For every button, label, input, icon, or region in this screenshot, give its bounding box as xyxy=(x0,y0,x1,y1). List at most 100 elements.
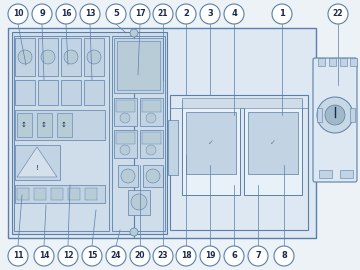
Bar xyxy=(114,38,163,93)
Text: 10: 10 xyxy=(13,9,23,19)
Text: 18: 18 xyxy=(181,251,191,261)
Circle shape xyxy=(176,4,196,24)
Text: 20: 20 xyxy=(135,251,145,261)
Text: ↕: ↕ xyxy=(41,122,47,128)
Text: 12: 12 xyxy=(63,251,73,261)
Circle shape xyxy=(58,246,78,266)
Circle shape xyxy=(56,4,76,24)
Circle shape xyxy=(200,246,220,266)
Bar xyxy=(51,188,63,200)
Circle shape xyxy=(8,4,28,24)
Circle shape xyxy=(130,29,138,37)
Bar xyxy=(61,38,81,76)
Bar xyxy=(170,95,308,230)
Text: 23: 23 xyxy=(158,251,168,261)
Text: 2: 2 xyxy=(183,9,189,19)
Bar xyxy=(12,32,167,234)
Text: 13: 13 xyxy=(85,9,95,19)
Text: 15: 15 xyxy=(87,251,97,261)
Text: 19: 19 xyxy=(205,251,215,261)
Bar xyxy=(186,112,236,174)
Bar xyxy=(114,98,137,126)
Bar xyxy=(84,38,104,76)
Bar xyxy=(340,58,347,66)
Bar xyxy=(329,58,336,66)
Text: 3: 3 xyxy=(207,9,213,19)
Bar xyxy=(117,41,160,90)
Circle shape xyxy=(328,4,348,24)
Circle shape xyxy=(87,50,101,64)
Bar xyxy=(140,98,163,126)
Circle shape xyxy=(32,4,52,24)
Bar xyxy=(142,132,161,144)
Text: 22: 22 xyxy=(333,9,343,19)
Bar xyxy=(350,58,357,66)
Bar xyxy=(350,108,355,122)
Circle shape xyxy=(131,194,147,210)
Text: 5: 5 xyxy=(113,9,119,19)
Circle shape xyxy=(41,50,55,64)
Text: ✓: ✓ xyxy=(208,140,214,146)
Bar xyxy=(15,185,105,203)
Circle shape xyxy=(200,4,220,24)
Circle shape xyxy=(80,4,100,24)
Bar xyxy=(340,170,353,178)
FancyBboxPatch shape xyxy=(313,58,357,182)
Bar xyxy=(317,108,322,122)
Text: ✓: ✓ xyxy=(270,140,276,146)
Bar xyxy=(38,80,58,105)
Text: 14: 14 xyxy=(39,251,49,261)
Bar xyxy=(182,100,240,195)
Circle shape xyxy=(64,50,78,64)
Text: 1: 1 xyxy=(279,9,285,19)
Circle shape xyxy=(325,105,345,125)
Circle shape xyxy=(8,246,28,266)
Circle shape xyxy=(82,246,102,266)
Bar xyxy=(116,132,135,144)
Circle shape xyxy=(130,228,138,236)
Bar xyxy=(15,38,35,76)
Text: 16: 16 xyxy=(61,9,71,19)
Bar xyxy=(140,130,163,158)
Circle shape xyxy=(34,246,54,266)
Text: 24: 24 xyxy=(111,251,121,261)
Bar xyxy=(248,112,298,174)
Bar xyxy=(128,190,150,215)
Text: ↕: ↕ xyxy=(21,122,27,128)
Bar xyxy=(142,100,161,112)
Bar xyxy=(114,130,137,158)
Bar xyxy=(143,165,163,187)
Circle shape xyxy=(146,145,156,155)
Circle shape xyxy=(130,4,150,24)
Circle shape xyxy=(224,246,244,266)
Text: 9: 9 xyxy=(39,9,45,19)
Circle shape xyxy=(153,246,173,266)
Bar xyxy=(315,60,355,180)
Circle shape xyxy=(317,97,353,133)
Bar xyxy=(112,36,165,231)
Bar xyxy=(118,165,138,187)
Bar xyxy=(116,100,135,112)
Bar xyxy=(84,80,104,105)
Bar xyxy=(15,145,60,180)
Bar xyxy=(319,170,332,178)
Bar xyxy=(168,120,178,175)
Circle shape xyxy=(120,113,130,123)
Circle shape xyxy=(224,4,244,24)
Text: 17: 17 xyxy=(135,9,145,19)
Circle shape xyxy=(176,246,196,266)
Polygon shape xyxy=(17,147,57,177)
Bar xyxy=(182,98,302,108)
Text: 7: 7 xyxy=(255,251,261,261)
Bar xyxy=(15,80,35,105)
Bar xyxy=(38,38,58,76)
Circle shape xyxy=(248,246,268,266)
Bar xyxy=(37,113,52,137)
Text: ↕: ↕ xyxy=(61,122,67,128)
Bar xyxy=(14,36,109,231)
Circle shape xyxy=(121,169,135,183)
Circle shape xyxy=(130,246,150,266)
Circle shape xyxy=(146,169,160,183)
Text: 8: 8 xyxy=(281,251,287,261)
Text: 21: 21 xyxy=(158,9,168,19)
